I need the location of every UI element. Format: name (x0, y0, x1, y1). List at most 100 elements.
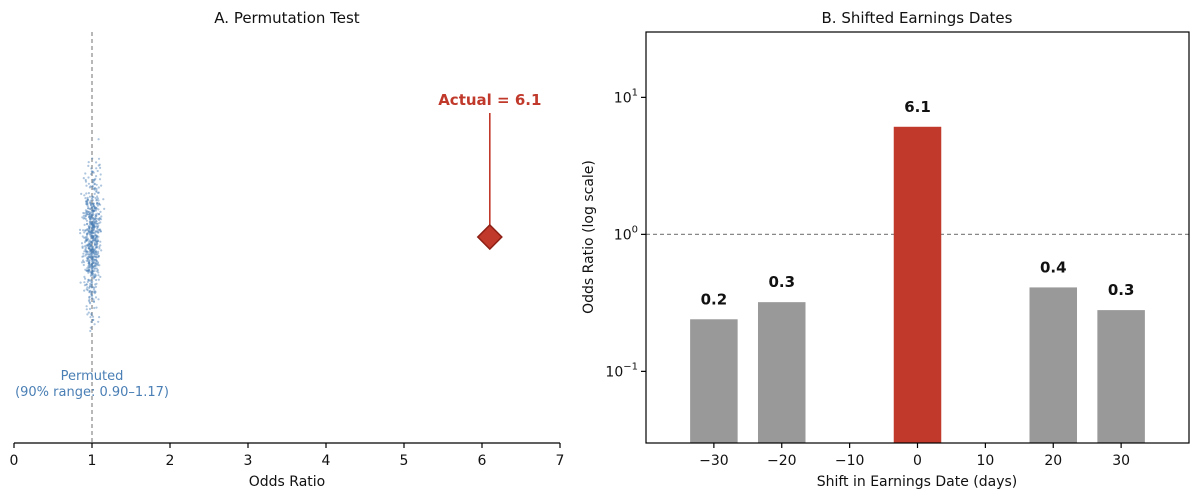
permuted-point (94, 231, 97, 234)
permuted-point (87, 161, 90, 164)
permuted-point (85, 238, 88, 241)
permuted-point (90, 216, 93, 219)
permuted-point (93, 306, 96, 310)
permuted-point (94, 274, 98, 277)
permuted-point (95, 175, 98, 178)
bar-value-label: 0.4 (1040, 258, 1067, 276)
panel-b-x-tick-label: 30 (1112, 453, 1130, 469)
permuted-point (83, 212, 86, 215)
permuted-point (88, 231, 92, 234)
permuted-point (91, 157, 94, 160)
permuted-point (84, 217, 87, 221)
permuted-point (94, 196, 97, 200)
permuted-point (96, 222, 99, 225)
permuted-point (84, 172, 87, 175)
permuted-point (92, 255, 95, 258)
permuted-point (86, 289, 89, 292)
permuted-point (92, 205, 95, 208)
permuted-point (87, 265, 90, 268)
permuted-point (86, 196, 89, 199)
permuted-point (95, 187, 98, 191)
panel-a: A. Permutation Test Actual = 6.1 Permute… (10, 9, 565, 490)
permuted-point (91, 214, 94, 217)
permuted-point (92, 224, 95, 227)
permuted-point (93, 274, 96, 277)
permuted-point (99, 166, 102, 169)
permuted-point (99, 210, 102, 213)
permuted-point (84, 215, 87, 218)
permuted-point (92, 298, 95, 301)
permuted-point (98, 316, 101, 319)
permuted-point (92, 225, 95, 228)
permuted-point (88, 222, 92, 225)
permuted-point (89, 223, 92, 226)
permuted-point (91, 231, 94, 234)
permuted-point (92, 209, 95, 212)
permuted-point (95, 243, 98, 246)
permuted-point (92, 235, 95, 238)
permuted-point (89, 289, 92, 292)
permuted-point (98, 202, 101, 206)
permuted-point (81, 216, 84, 219)
permuted-point (86, 267, 89, 270)
permuted-point (83, 250, 86, 253)
permuted-point (95, 306, 98, 309)
permuted-point (91, 211, 95, 214)
permuted-point (92, 225, 95, 228)
permuted-point (98, 217, 101, 220)
permuted-point (92, 256, 95, 259)
permuted-point (85, 256, 89, 260)
permuted-point (92, 202, 95, 205)
permuted-point (95, 183, 98, 186)
panel-b-x-tick-label: 10 (976, 453, 994, 469)
permuted-point (94, 233, 97, 236)
permuted-point (92, 290, 95, 294)
permuted-point (93, 264, 96, 267)
panel-b-x-ticks: −30 −20 −10 0 10 20 30 (699, 443, 1130, 469)
permuted-point (89, 221, 92, 224)
permuted-point (95, 235, 98, 238)
permuted-point (95, 234, 98, 237)
permuted-point (92, 277, 95, 280)
permuted-point (85, 288, 88, 291)
panel-b-x-tick-label: −10 (835, 453, 865, 469)
permuted-point (93, 188, 96, 191)
permuted-point (97, 213, 101, 216)
permuted-point (97, 164, 100, 167)
permuted-point (85, 203, 88, 206)
permuted-point (89, 282, 92, 286)
permuted-point (86, 198, 89, 201)
permuted-point (88, 301, 91, 304)
permuted-point (94, 267, 97, 270)
permuted-point (85, 211, 88, 214)
permuted-point (83, 236, 86, 239)
permuted-point (94, 246, 97, 249)
permuted-point (93, 250, 96, 253)
bar-value-label: 0.2 (701, 290, 728, 308)
permuted-point (90, 279, 93, 282)
permuted-point (92, 236, 95, 239)
permuted-point (96, 217, 99, 220)
actual-diamond-marker (476, 223, 503, 251)
permuted-point (92, 213, 95, 216)
permuted-point (88, 295, 91, 298)
permuted-point (91, 262, 95, 265)
permuted-point (87, 260, 90, 263)
permuted-point (84, 197, 87, 200)
permuted-point (91, 229, 94, 232)
permuted-point (88, 195, 92, 198)
permuted-point (92, 250, 95, 253)
permuted-point (84, 236, 87, 239)
permuted-point (97, 298, 100, 301)
permuted-point (103, 207, 106, 210)
permuted-point (86, 228, 89, 231)
permuted-point (90, 240, 93, 243)
permuted-point (92, 276, 95, 279)
permuted-point (94, 234, 97, 237)
permuted-point (86, 222, 89, 225)
permuted-point (83, 216, 86, 220)
permuted-point (89, 234, 92, 237)
permuted-point (92, 245, 95, 248)
permuted-point (99, 203, 102, 206)
permuted-point (94, 265, 97, 268)
